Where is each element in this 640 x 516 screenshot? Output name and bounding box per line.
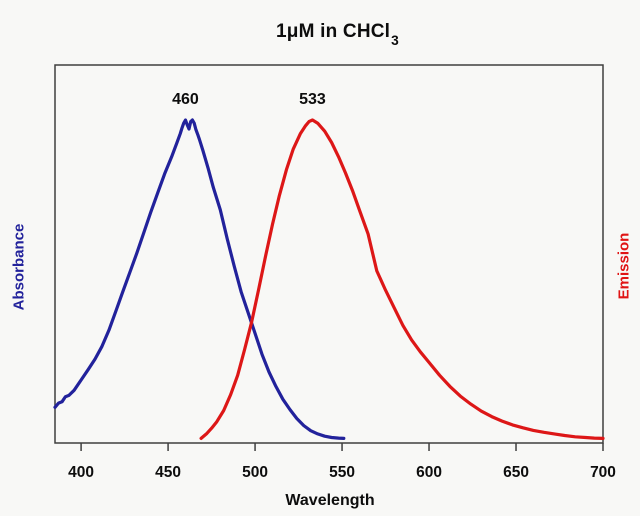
x-tick-label: 550 [329, 464, 355, 481]
chart-title: 1μM in CHCl3 [34, 21, 640, 48]
peak-annotation: 460 [172, 91, 199, 108]
peak-annotations: 460 533 [172, 91, 326, 108]
series-emission [199, 118, 605, 440]
peak-annotation: 533 [299, 91, 326, 108]
x-tick-label: 700 [590, 464, 616, 481]
x-axis-tick-labels: 400 450 500 550 600 650 700 [68, 464, 616, 481]
series-absorbance [53, 118, 346, 440]
x-axis-ticks [80, 443, 604, 451]
series-curves [53, 118, 605, 440]
plot-frame [54, 64, 604, 444]
x-tick-label: 400 [68, 464, 94, 481]
x-tick-label: 500 [242, 464, 268, 481]
x-axis-label: Wavelength [285, 492, 375, 509]
x-tick-label: 600 [416, 464, 442, 481]
chart-title-text: 1μM in CHCl [276, 21, 391, 42]
chart-title-subscript: 3 [391, 32, 399, 48]
x-tick-label: 650 [503, 464, 529, 481]
x-tick-label: 450 [155, 464, 181, 481]
